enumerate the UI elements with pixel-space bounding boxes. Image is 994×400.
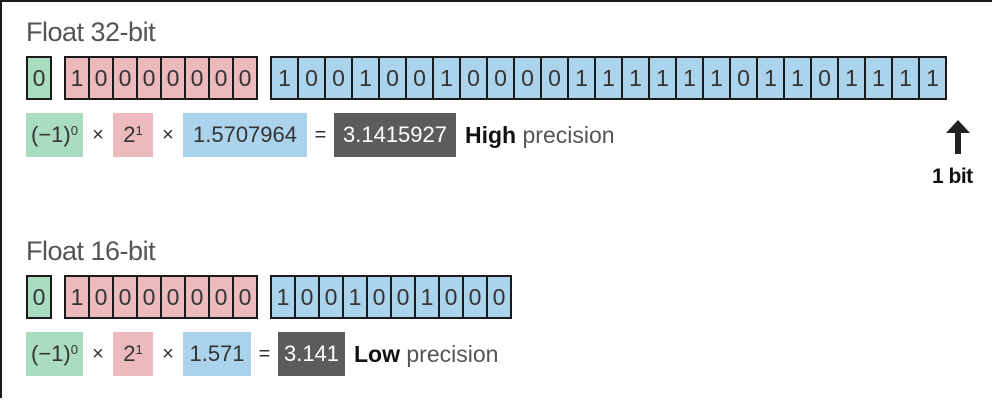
multiply-symbol: ×: [162, 123, 174, 146]
bit-cell: 1: [64, 56, 90, 100]
sign-term: (−1) 0: [26, 113, 83, 157]
bit-cell: 0: [378, 56, 407, 100]
bit-cell: 1: [891, 56, 920, 100]
bit-cell: 1: [702, 56, 731, 100]
float16-title: Float 16-bit: [26, 236, 156, 266]
bit-cell: 0: [438, 275, 464, 319]
bit-cell: 0: [486, 275, 512, 319]
float32-sign-bits: 0: [26, 56, 52, 100]
bit-cell: 0: [184, 56, 210, 100]
bit-cell: 0: [324, 56, 353, 100]
exponent-base: 2: [123, 341, 136, 366]
bit-cell: 0: [136, 56, 162, 100]
bit-cell: 0: [232, 56, 258, 100]
precision-level: High: [465, 121, 517, 148]
one-bit-label: 1 bit: [932, 165, 973, 188]
bit-cell: 0: [405, 56, 434, 100]
exponent-base: 2: [123, 122, 136, 147]
bit-cell: 0: [112, 275, 138, 319]
bit-cell: 1: [270, 275, 296, 319]
sign-base: (−1): [31, 122, 71, 147]
precision-label: Low precision: [354, 341, 498, 368]
bit-cell: 0: [136, 275, 162, 319]
precision-word: precision: [400, 340, 499, 367]
bit-cell: 0: [810, 56, 839, 100]
precision-level: Low: [354, 340, 400, 367]
bit-cell: 1: [270, 56, 299, 100]
multiply-symbol: ×: [92, 123, 104, 146]
equals-symbol: =: [258, 342, 271, 365]
bit-cell: 0: [513, 56, 542, 100]
bit-cell: 1: [783, 56, 812, 100]
bit-cell: 1: [837, 56, 866, 100]
result-value: 3.141: [278, 332, 345, 376]
bit-cell: 1: [918, 56, 947, 100]
bit-cell: 0: [88, 56, 114, 100]
bit-cell: 1: [414, 275, 440, 319]
bit-cell: 1: [756, 56, 785, 100]
bit-cell: 0: [26, 56, 52, 100]
bit-cell: 0: [540, 56, 569, 100]
mantissa-term: 1.571: [183, 332, 251, 376]
multiply-symbol: ×: [162, 342, 174, 365]
bit-cell: 0: [208, 275, 234, 319]
float32-title: Float 32-bit: [26, 17, 156, 47]
bit-cell: 0: [486, 56, 515, 100]
float16-sign-bits: 0: [26, 275, 52, 319]
multiply-symbol: ×: [92, 342, 104, 365]
bit-cell: 0: [318, 275, 344, 319]
arrow-up-icon: [946, 120, 970, 154]
equals-symbol: =: [314, 123, 327, 146]
bit-cell: 0: [160, 275, 186, 319]
result-value: 3.1415927: [334, 113, 456, 157]
bit-cell: 1: [64, 275, 90, 319]
bit-cell: 0: [297, 56, 326, 100]
bit-cell: 1: [432, 56, 461, 100]
bit-cell: 0: [184, 275, 210, 319]
precision-label: High precision: [465, 122, 615, 149]
bit-cell: 1: [351, 56, 380, 100]
bit-cell: 0: [366, 275, 392, 319]
precision-word: precision: [516, 121, 615, 148]
bit-cell: 1: [864, 56, 893, 100]
bit-cell: 0: [160, 56, 186, 100]
bit-cell: 0: [462, 275, 488, 319]
bit-cell: 0: [26, 275, 52, 319]
bit-cell: 0: [88, 275, 114, 319]
bit-cell: 1: [675, 56, 704, 100]
mantissa-term: 1.5707964: [183, 113, 307, 157]
bit-cell: 1: [648, 56, 677, 100]
bit-cell: 1: [594, 56, 623, 100]
sign-base: (−1): [31, 341, 71, 366]
bit-cell: 0: [232, 275, 258, 319]
bit-cell: 0: [112, 56, 138, 100]
bit-cell: 0: [459, 56, 488, 100]
bit-cell: 1: [567, 56, 596, 100]
bit-cell: 0: [729, 56, 758, 100]
bit-cell: 1: [342, 275, 368, 319]
bit-cell: 1: [621, 56, 650, 100]
bit-cell: 0: [294, 275, 320, 319]
sign-term: (−1) 0: [26, 332, 83, 376]
bit-cell: 0: [390, 275, 416, 319]
bit-cell: 0: [208, 56, 234, 100]
